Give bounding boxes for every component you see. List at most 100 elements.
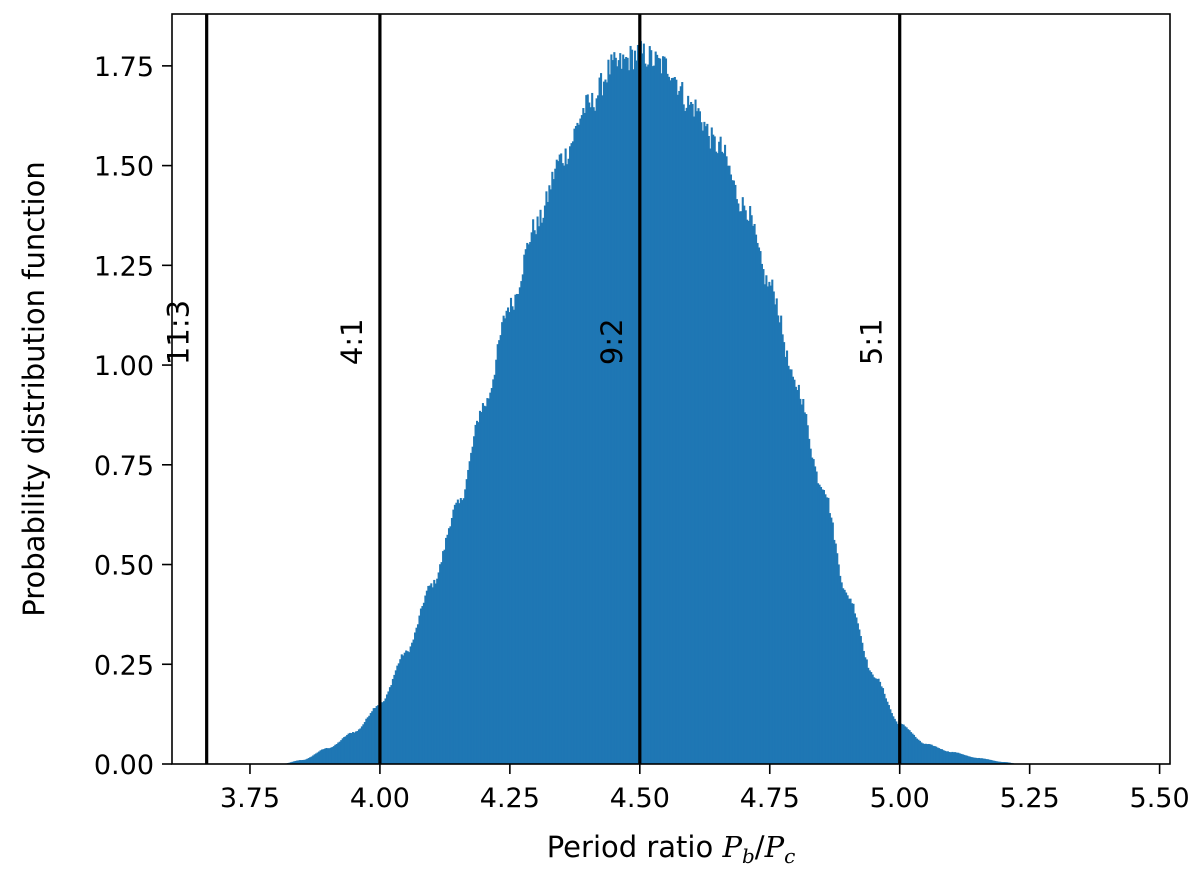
histogram-bar — [629, 45, 632, 764]
histogram-bar — [895, 721, 898, 764]
histogram-bar — [734, 184, 737, 764]
histogram-bar — [755, 234, 758, 764]
histogram-bar — [941, 749, 944, 764]
histogram-bar — [470, 452, 473, 764]
histogram-bar — [787, 365, 790, 764]
histogram-bar — [292, 761, 296, 764]
histogram-bar — [660, 73, 663, 765]
histogram-bar — [877, 678, 880, 764]
histogram-bar — [769, 285, 772, 764]
histogram-bar — [927, 743, 930, 764]
histogram-bar — [880, 686, 883, 764]
histogram-bar — [828, 513, 831, 764]
histogram-bar — [406, 651, 409, 764]
histogram-bar — [579, 118, 582, 764]
histogram-bar — [492, 379, 495, 764]
histogram-bar — [505, 310, 508, 764]
histogram-bar — [496, 344, 499, 764]
histogram-bar — [424, 595, 427, 764]
histogram-bar — [428, 585, 431, 764]
histogram-bar — [315, 753, 318, 764]
histogram-bar — [484, 406, 487, 764]
histogram-bar — [405, 650, 408, 764]
histogram-bar — [800, 404, 803, 764]
histogram-bar — [833, 539, 836, 764]
histogram-bar — [656, 54, 659, 764]
histogram-bar — [390, 685, 393, 764]
histogram-bar — [347, 733, 350, 764]
histogram-bar — [601, 95, 604, 765]
histogram-bar — [316, 752, 319, 764]
histogram-bar — [558, 154, 561, 764]
histogram-bar — [614, 57, 617, 764]
histogram-bar — [388, 687, 391, 764]
histogram-bar — [884, 698, 888, 764]
histogram-bar — [907, 729, 910, 764]
histogram-bar — [509, 297, 513, 764]
histogram-bar — [573, 128, 576, 764]
histogram-bar — [788, 369, 792, 764]
histogram-bar — [685, 107, 688, 765]
histogram-bar — [641, 53, 644, 764]
histogram-bar — [539, 209, 542, 764]
histogram-bar — [610, 54, 613, 765]
histogram-bar — [571, 141, 575, 764]
histogram-bar — [419, 608, 422, 764]
histogram-bar — [374, 708, 377, 764]
histogram-bar — [331, 747, 334, 764]
histogram-bar — [414, 632, 417, 764]
histogram-bar — [876, 679, 879, 764]
resonance-label: 11:3 — [162, 300, 196, 365]
histogram-bar — [555, 159, 558, 765]
histogram-bar — [560, 153, 563, 764]
y-tick-label: 1.00 — [94, 351, 154, 382]
histogram-bar — [735, 199, 738, 765]
histogram-bar — [964, 755, 967, 764]
histogram-bar — [595, 98, 598, 764]
histogram-bar — [862, 650, 865, 764]
histogram-bar — [695, 111, 699, 764]
histogram-bar — [483, 405, 486, 764]
histogram-bar — [808, 438, 811, 764]
resonance-label: 5:1 — [855, 318, 889, 365]
histogram-bar — [951, 751, 954, 764]
histogram-bar — [921, 743, 924, 764]
histogram-bar — [864, 657, 867, 764]
histogram-bar — [427, 585, 430, 764]
histogram-bar — [908, 730, 911, 764]
histogram-bar — [566, 164, 569, 765]
histogram-bar — [631, 49, 634, 764]
histogram-bar — [747, 220, 750, 764]
histogram-bar — [1000, 761, 1003, 764]
histogram-bar — [867, 667, 870, 764]
histogram-bar — [582, 108, 585, 764]
histogram-bar — [644, 63, 647, 765]
histogram-bar — [385, 694, 389, 764]
histogram-bar — [611, 60, 614, 764]
x-tick-label: 4.25 — [480, 783, 540, 814]
histogram-bar — [486, 398, 489, 764]
histogram-bar — [515, 293, 518, 764]
histogram-bar — [321, 749, 324, 764]
histogram-bar — [852, 603, 855, 764]
histogram-bar — [834, 543, 837, 764]
histogram-bar — [874, 678, 877, 764]
histogram-bar — [939, 748, 942, 764]
histogram-bar — [400, 654, 403, 764]
histogram-bar — [988, 759, 991, 764]
y-axis-ticks: 0.00 0.25 0.50 0.75 1.00 1.25 1.50 1.75 — [94, 52, 172, 781]
histogram-bar — [437, 572, 440, 764]
histogram-bar — [648, 46, 651, 764]
histogram-bar — [746, 219, 749, 764]
histogram-bar — [830, 517, 833, 764]
histogram-bar — [840, 582, 843, 764]
histogram-bar — [430, 583, 433, 764]
histogram-bar — [561, 163, 564, 764]
histogram-bar — [617, 60, 620, 765]
histogram-bar — [905, 727, 908, 764]
histogram-bar — [760, 263, 764, 764]
histogram-bar — [883, 693, 886, 764]
histogram-bar — [724, 144, 727, 764]
histogram-bar — [977, 757, 981, 764]
y-axis-label: Probability distribution function — [17, 161, 51, 616]
